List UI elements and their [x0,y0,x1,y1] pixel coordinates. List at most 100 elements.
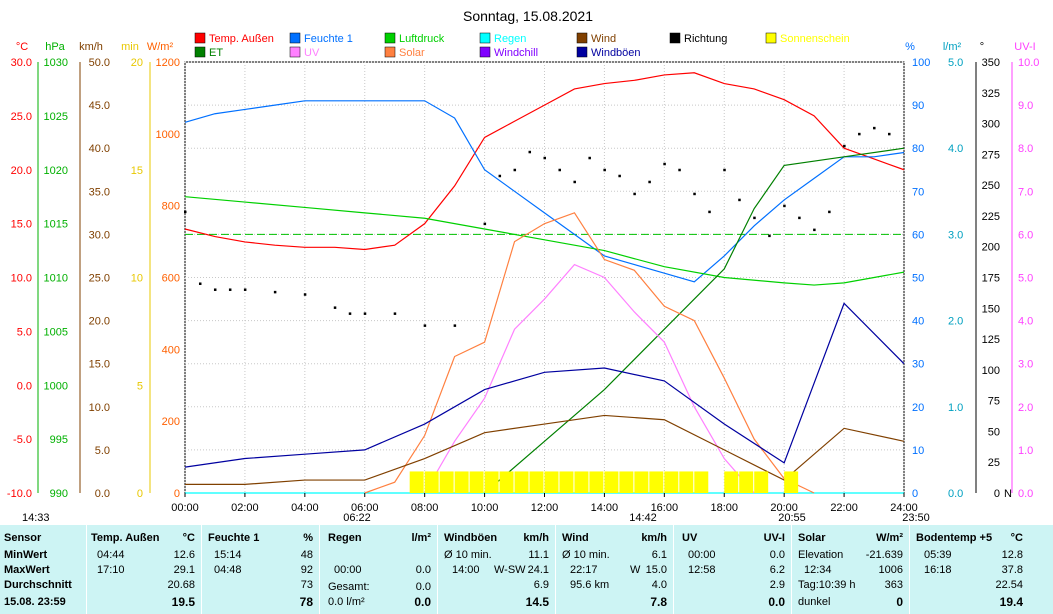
series-line [184,72,905,251]
legend-swatch [669,32,681,44]
pressure-tick-label: 1005 [44,326,68,338]
sun-time-label: 23:50 [902,512,930,524]
row-label-avg: Durchschnitt [4,579,72,591]
sunshine-bar [409,471,424,493]
solar-r4-label: dunkel [798,596,831,608]
uv-unit-label: UV-I [1014,41,1035,53]
uv-tick-label: 9.0 [1018,100,1033,112]
solar-r1-label: Elevation [798,549,844,561]
soil-head: Bodentemp +5 [916,532,993,544]
uv-tick-label: 6.0 [1018,229,1033,241]
uv-unit: UV-I [763,532,785,544]
x-tick-label: 02:00 [231,502,259,514]
rain-tick-label: 4.0 [948,143,963,155]
x-tick-label: 14:00 [591,502,619,514]
uv-tick-label: 8.0 [1018,143,1033,155]
gust-now: 14.5 [525,595,549,609]
temp-max-time: 17:10 [97,564,125,576]
temp-max: 29.1 [173,564,195,576]
humidity-tick-label: 60 [912,229,924,241]
sunshine-tick-label: 20 [131,57,143,69]
direction-point [858,132,861,136]
sunshine-bar [784,471,799,493]
pressure-tick-label: 995 [50,434,68,446]
gust-head: Windböen [444,532,498,544]
sunshine-bar [664,471,679,493]
wind-unit: km/h [641,532,667,544]
sunshine-tick-label: 5 [137,380,143,392]
series-line [184,100,905,283]
direction-tick-label: 0 [994,488,1000,500]
x-tick-label: 04:00 [291,502,319,514]
uv-tick-label: 3.0 [1018,359,1033,371]
uv-r2-label: 12:58 [688,564,716,576]
solar-r2-label: 12:34 [804,564,832,576]
direction-tick-label: 125 [982,334,1000,346]
row-label-now: 15.08. 23:59 [4,596,66,608]
grid [184,61,905,494]
solar-tick-label: 200 [162,416,180,428]
hum-min: 48 [300,549,313,561]
pressure-tick-label: 1030 [44,57,68,69]
rain-now: 0.0 [414,595,431,609]
direction-point [603,168,606,172]
stats-soil-column: Bodentemp +5 °C 05:39 12.8 16:18 37.8 22.54… [910,525,1053,614]
temp-tick-label: 25.0 [11,111,32,123]
direction-point [828,210,831,214]
sunshine-bar [679,471,694,493]
humidity-tick-label: 40 [912,316,924,328]
wind-tick-label: 15.0 [89,359,110,371]
direction-point [768,234,771,238]
solar-tick-label: 800 [162,201,180,213]
temp-min-time: 04:44 [97,549,125,561]
wind-r3-label: 95.6 km [570,579,610,591]
direction-point [393,312,397,315]
humidity-tick-label: 10 [912,445,924,457]
legend-swatch [289,46,301,58]
sunshine-bar [724,471,739,493]
hum-max: 92 [300,564,313,576]
row-label-sensor: Sensor [4,532,42,544]
rain-tick-label: 3.0 [948,229,963,241]
legend-swatch [384,32,396,44]
direction-point [648,180,651,184]
legend-swatch [289,32,301,44]
uv-tick-label: 4.0 [1018,316,1033,328]
pressure-tick-label: 1000 [44,380,68,392]
legend-label: Wind [591,33,616,45]
direction-point [708,210,711,214]
sunshine-bar [604,471,619,493]
direction-point [363,312,367,315]
stats-wind-column: Wind km/h Ø 10 min. 6.1 22:17 W 15.0 95.6 km… [556,525,674,614]
solar-tick-label: 600 [162,273,180,285]
direction-point [198,282,202,285]
direction-tick-label: 250 [982,180,1000,192]
soil-unit: °C [1010,532,1023,544]
series-line [424,263,755,494]
temp-min: 12.6 [173,549,195,561]
stats-rain-column: Regen l/m² 00:00 0.0 Gesamt: 0.0 0.0 l/m² 0.… [320,525,438,614]
wind-r2-dir: W [630,564,641,576]
temp-unit: °C [182,532,195,544]
uv-tick-label: 1.0 [1018,445,1033,457]
rain-head: Regen [328,532,362,544]
wind-tick-label: 5.0 [95,445,110,457]
solar-r3-label: Tag:10:39 h [798,579,856,591]
stats-temp-column: Temp. Außen °C 04:44 12.6 17:10 29.1 20.68 … [87,525,202,614]
wind-tick-label: 35.0 [89,186,110,198]
legend-label: Feuchte 1 [304,33,353,45]
sun-time-label: 06:22 [343,512,371,524]
legend-label: Windchill [494,47,538,59]
rain-tick-label: 1.0 [948,402,963,414]
solar-r1: -21.639 [865,549,903,561]
direction-point [213,288,217,291]
uv-now: 0.0 [768,595,785,609]
humidity-tick-label: 70 [912,186,924,198]
direction-zero-label: N [1004,488,1012,500]
rain-r1: 0.0 [415,564,431,576]
x-tick-label: 12:00 [531,502,559,514]
temp-tick-label: -10.0 [7,488,32,500]
direction-tick-label: 275 [982,149,1000,161]
series-line [184,196,905,286]
uv-tick-label: 10.0 [1018,57,1039,69]
